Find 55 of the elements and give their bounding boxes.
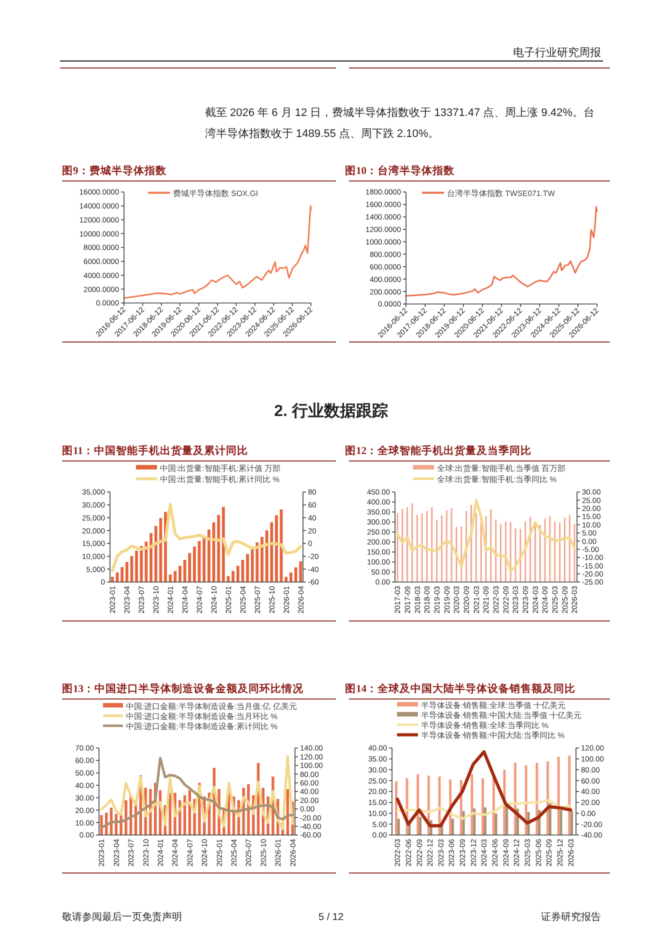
bar xyxy=(452,818,454,835)
bar xyxy=(120,567,124,582)
bar xyxy=(470,774,474,835)
bar xyxy=(524,765,528,835)
bar xyxy=(570,811,574,835)
chart-title: 图11：中国智能手机出货量及累计同比 xyxy=(62,444,248,457)
bar xyxy=(202,536,206,582)
bar xyxy=(546,761,549,835)
text: 证券研究报告 xyxy=(541,911,601,923)
bar xyxy=(246,554,249,582)
chart-title: 图13：中国进口半导体制造设备金额及同环比情况 xyxy=(62,682,304,695)
bar xyxy=(207,530,210,582)
bar xyxy=(178,566,182,582)
bar xyxy=(494,813,498,835)
bar xyxy=(568,756,571,835)
bar xyxy=(222,506,225,582)
bar xyxy=(397,818,400,835)
bar xyxy=(506,806,508,835)
text: 截至 2026 年 6 月 12 日，费城半导体指数收于 13371.47 点、周上涨 9.42%。台湾半导体指数收于 1489.55 点、周下跌 2.10%。 xyxy=(205,106,594,140)
bar xyxy=(150,533,152,582)
bar xyxy=(135,550,138,582)
bar xyxy=(232,570,234,582)
chart-title: 图9：费城半导体指数 xyxy=(62,164,168,177)
bar xyxy=(416,774,420,835)
bar xyxy=(289,572,292,582)
bar xyxy=(284,576,288,582)
bar xyxy=(188,552,192,582)
chart-title: 图10：台湾半导体指数 xyxy=(345,164,456,177)
bar xyxy=(124,800,128,835)
chart-title: 图14：全球及中国大陆半导体设备销售额及同比 xyxy=(345,682,576,695)
line-series xyxy=(123,205,312,299)
chart-title: 图12：全球智能手机出货量及当季同比 xyxy=(345,444,532,457)
bar xyxy=(473,808,476,835)
line-series xyxy=(405,206,598,297)
bar xyxy=(260,537,264,582)
line-series xyxy=(110,502,302,572)
bar xyxy=(125,562,128,582)
bar xyxy=(275,515,278,582)
bar xyxy=(394,782,398,835)
bar xyxy=(217,514,220,582)
bar xyxy=(514,762,516,835)
line-series xyxy=(396,498,576,572)
bar xyxy=(110,576,114,582)
bar xyxy=(299,561,302,582)
bar xyxy=(482,778,484,835)
bar xyxy=(168,792,172,835)
bar xyxy=(484,807,486,835)
text: 电子行业研究周报 xyxy=(513,46,601,59)
bar xyxy=(557,756,560,835)
text: 5 / 12 xyxy=(318,912,344,923)
text: 2. 行业数据跟踪 xyxy=(274,402,388,420)
text: 敬请参阅最后一页免责声明 xyxy=(62,911,182,923)
bar xyxy=(192,546,196,582)
line-series xyxy=(396,750,572,828)
bar xyxy=(419,816,422,835)
